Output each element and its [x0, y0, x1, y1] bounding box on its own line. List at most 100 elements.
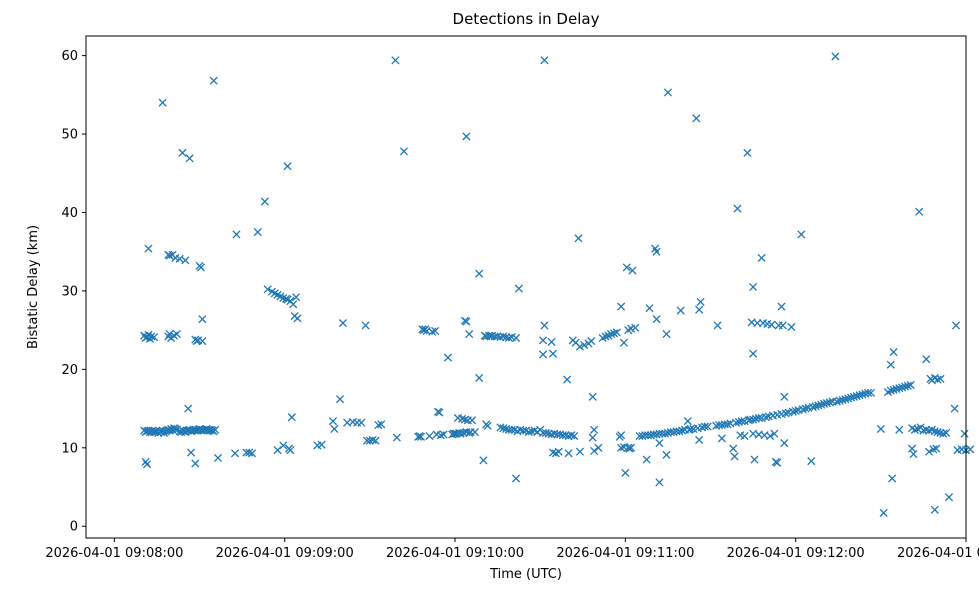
data-point — [425, 431, 434, 441]
data-point — [849, 392, 858, 401]
data-point — [209, 76, 218, 85]
data-point — [628, 266, 637, 275]
data-point — [245, 448, 254, 457]
data-point — [626, 443, 636, 452]
data-point — [368, 435, 377, 445]
data-point — [817, 400, 826, 409]
data-point — [196, 263, 206, 272]
data-point — [475, 269, 484, 278]
data-point — [749, 349, 758, 358]
data-point — [263, 285, 272, 294]
data-point — [915, 207, 924, 216]
data-point — [612, 328, 621, 337]
data-point — [622, 263, 631, 272]
data-point — [717, 434, 726, 443]
data-point — [925, 447, 934, 456]
data-point — [844, 394, 853, 403]
data-point — [590, 446, 599, 455]
data-point — [499, 424, 508, 433]
data-point — [563, 375, 572, 384]
data-point — [439, 430, 448, 439]
data-point — [391, 56, 400, 65]
data-point — [676, 306, 685, 315]
data-point — [754, 413, 763, 423]
data-point — [858, 390, 867, 399]
data-point — [594, 443, 603, 452]
data-point — [713, 321, 722, 330]
data-point — [141, 457, 150, 466]
data-point — [468, 416, 477, 425]
data-point — [767, 320, 776, 329]
data-point — [801, 404, 810, 413]
y-axis-label: Bistatic Delay (km) — [26, 225, 41, 349]
y-tick-label: 10 — [61, 441, 78, 456]
x-tick-label: 2026-04-01 09:12:00 — [727, 546, 865, 561]
data-point — [695, 435, 704, 445]
data-point — [663, 88, 672, 97]
data-point — [416, 432, 426, 441]
data-point — [260, 197, 269, 206]
data-point — [942, 428, 951, 437]
data-point — [686, 424, 695, 434]
data-point — [933, 428, 942, 437]
data-point — [749, 282, 758, 292]
data-point — [213, 453, 223, 463]
data-point — [399, 147, 408, 156]
data-point — [293, 314, 302, 323]
data-point — [615, 432, 624, 441]
data-point — [950, 404, 959, 413]
data-point — [932, 444, 941, 453]
data-point — [929, 445, 938, 454]
data-point — [838, 395, 847, 405]
data-point — [798, 405, 807, 414]
data-point — [930, 427, 939, 436]
data-point — [750, 455, 759, 464]
x-axis: 2026-04-01 09:08:00 2026-04-01 09:09:00 20… — [45, 538, 979, 561]
data-point — [770, 429, 779, 438]
data-point — [547, 337, 556, 346]
data-point — [150, 333, 159, 342]
data-point — [966, 445, 975, 454]
data-point — [695, 305, 704, 314]
data-point — [900, 382, 910, 391]
data-point — [142, 460, 152, 469]
y-tick-label: 20 — [61, 363, 78, 378]
data-point — [952, 321, 961, 330]
data-point — [787, 322, 796, 332]
data-point — [811, 402, 820, 411]
data-point — [749, 415, 758, 424]
data-point — [428, 327, 437, 336]
data-point — [889, 385, 898, 394]
data-point — [781, 409, 790, 418]
data-point — [377, 420, 386, 429]
data-point — [910, 425, 919, 434]
data-point — [181, 256, 190, 265]
data-point — [692, 114, 701, 123]
data-point — [178, 148, 187, 157]
data-point — [336, 395, 345, 404]
data-point — [567, 431, 576, 440]
data-point — [538, 350, 548, 359]
data-point — [889, 348, 898, 357]
data-point — [866, 388, 875, 397]
data-point — [431, 326, 440, 335]
data-point — [575, 342, 584, 351]
data-point — [662, 330, 671, 339]
data-point — [852, 391, 861, 401]
data-point — [588, 433, 597, 442]
data-point — [780, 439, 789, 448]
data-point — [392, 433, 401, 442]
data-point — [730, 452, 739, 461]
data-point — [773, 458, 782, 467]
data-point — [906, 380, 915, 390]
data-point — [458, 414, 467, 423]
data-point — [662, 450, 671, 459]
data-point — [876, 424, 885, 434]
data-point — [507, 425, 516, 434]
data-point — [797, 230, 806, 239]
data-point — [158, 98, 167, 107]
data-point — [645, 304, 654, 313]
x-tick-label: 2026-04-01 09:13:00 — [897, 546, 979, 561]
data-point — [145, 334, 154, 343]
